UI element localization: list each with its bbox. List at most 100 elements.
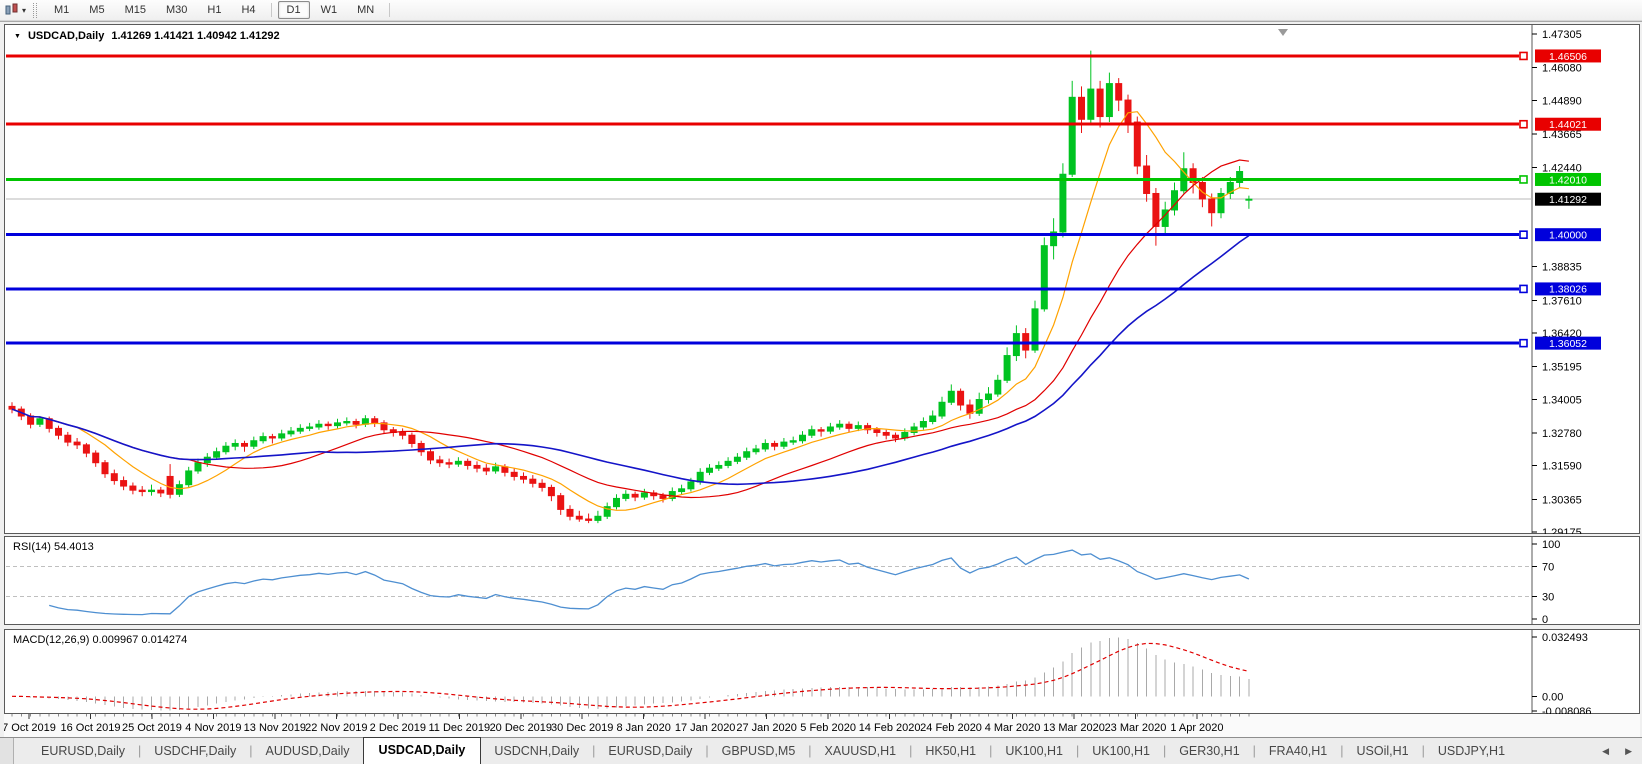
candle-body [929,415,937,422]
candle-body [640,492,648,498]
timeframe-button-d1[interactable]: D1 [277,1,310,19]
tab-separator: | [592,744,596,758]
chart-tab-uk100-h1[interactable]: UK100,H1 [1005,744,1064,758]
timeframe-button-h4[interactable]: H4 [241,4,256,16]
tabs-scroll-left-icon[interactable]: ◀ [1602,746,1610,756]
level-handle[interactable] [1519,338,1528,348]
macd-panel-border [4,629,1640,714]
symbol-dropdown-caret-icon[interactable]: ▼ [14,32,21,40]
chart-type-icon[interactable] [4,3,20,17]
candle-body [8,405,16,410]
candle-body [194,462,202,472]
chart-tab-xauusd-h1[interactable]: XAUUSD,H1 [824,744,897,758]
chart-tab-usdcnh-daily[interactable]: USDCNH,Daily [494,744,580,758]
price-tag-1.41292 [1535,192,1601,206]
timeframe-button-m1[interactable]: M1 [54,4,70,16]
candle-body [882,431,890,436]
candle-body [250,440,258,447]
candle-body [222,445,230,453]
candle-body [910,426,918,433]
chart-tab-fra40-h1[interactable]: FRA40,H1 [1268,744,1328,758]
level-handle[interactable] [1519,175,1528,184]
timeframe-button-mn[interactable]: MN [357,4,375,16]
chart-tab-ger30-h1[interactable]: GER30,H1 [1179,744,1240,758]
timeframe-button-h1[interactable]: H1 [207,4,222,16]
candle-body [845,423,853,429]
candle-body [1040,245,1048,310]
candle-body [492,466,500,472]
chart-type-caret-icon[interactable]: ▾ [22,5,27,15]
chart-tab-hk50-h1[interactable]: HK50,H1 [925,744,977,758]
level-handle[interactable] [1519,51,1528,61]
candle-body [836,423,844,428]
ma-slow-line [11,234,1250,486]
chart-tab-audusd-daily[interactable]: AUDUSD,Daily [265,744,350,758]
timeframe-button-m5[interactable]: M5 [89,4,105,16]
candle-body [696,471,704,483]
rsi-tick-label: 100 [1542,539,1560,551]
timeframe-button-w1[interactable]: W1 [320,4,338,16]
candle-body [1152,192,1160,227]
chart-tab-usoil-h1[interactable]: USOil,H1 [1356,744,1409,758]
candle-body [994,379,1002,395]
timeframe-button-m15[interactable]: M15 [124,4,146,16]
candle-body [1208,198,1216,214]
candle-body [724,460,732,466]
tab-separator: | [808,744,812,758]
candle-body [1050,231,1058,247]
candle-body [399,431,407,436]
timeframe-button-m30[interactable]: M30 [165,4,188,16]
candle-body [110,473,118,482]
toolbar-grip[interactable] [33,2,38,18]
chart-shift-marker-icon[interactable] [1278,29,1288,36]
candle-body [594,515,602,521]
chart-tab-usdcad-daily[interactable]: USDCAD,Daily [362,737,482,764]
chart-tab-usdchf-daily[interactable]: USDCHF,Daily [154,744,237,758]
macd-panel[interactable]: 0.032493 0.00 -0.008086 MACD(12,26,9) 0.00… [4,629,1640,714]
tabs-scroll-right-icon[interactable]: ▶ [1625,746,1632,756]
date-tick-label: 30 Dec 2019 [551,722,613,734]
rsi-panel[interactable]: 100 70 30 0 RSI(14) 54.4013 [4,536,1640,625]
date-tick-label: 25 Oct 2019 [122,722,182,734]
chart-tab-bar: EURUSD,Daily | USDCHF,Daily | AUDUSD,Daily US… [0,737,1642,764]
candle-body [575,515,583,520]
price-tick-label: 1.43665 [1542,129,1582,141]
candle-body [817,429,825,432]
rsi-chart[interactable]: 100 70 30 0 [4,536,1640,625]
svg-text:1.38026: 1.38026 [1549,284,1587,296]
candle-body [36,418,44,425]
tab-separator: | [909,744,913,758]
candle-body [1031,308,1039,351]
chart-tab-eurusd-daily[interactable]: EURUSD,Daily [41,744,126,758]
date-tick-label: 11 Dec 2019 [429,722,491,734]
macd-chart[interactable]: 0.032493 0.00 -0.008086 [4,629,1640,714]
candle-body [343,421,351,424]
chart-tab-eurusd-daily[interactable]: EURUSD,Daily [608,744,693,758]
level-handle[interactable] [1519,284,1528,294]
candle-body [799,434,806,442]
tab-separator: | [1340,744,1344,758]
candle-body [659,495,667,499]
ma-fast-line [11,111,1249,511]
candle-body [566,508,574,517]
chart-tab-usdjpy-h1[interactable]: USDJPY,H1 [1437,744,1506,758]
price-tag-1.42010 [1535,172,1601,186]
price-panel[interactable]: 1.47305 1.46080 1.44890 1.43665 1.42440 1.388… [4,24,1640,534]
candle-body [622,493,630,499]
candle-body [454,460,462,465]
price-chart[interactable]: 1.47305 1.46080 1.44890 1.43665 1.42440 1.388… [4,24,1640,534]
candle-body [1078,96,1085,120]
candle-body [148,489,155,493]
level-handle[interactable] [1519,119,1528,129]
chart-tab-gbpusd-m5[interactable]: GBPUSD,M5 [721,744,796,758]
time-axis[interactable]: 7 Oct 2019 16 Oct 2019 25 Oct 2019 4 Nov 20… [4,714,1640,738]
time-axis-labels: 7 Oct 2019 16 Oct 2019 25 Oct 2019 4 Nov 20… [4,714,1250,734]
candle-body [241,442,248,447]
price-tick-label: 1.46080 [1542,63,1582,75]
tab-separator: | [1076,744,1080,758]
candle-body [1124,99,1132,123]
chart-tab-uk100-h1[interactable]: UK100,H1 [1092,744,1150,758]
chart-symbol-label: USDCAD,Daily [27,30,105,42]
level-handle[interactable] [1519,230,1528,239]
candle-body [166,475,174,495]
